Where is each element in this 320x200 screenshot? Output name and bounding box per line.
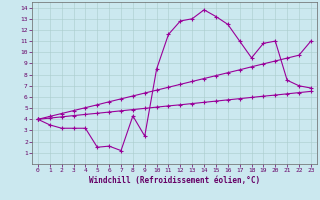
- X-axis label: Windchill (Refroidissement éolien,°C): Windchill (Refroidissement éolien,°C): [89, 176, 260, 185]
